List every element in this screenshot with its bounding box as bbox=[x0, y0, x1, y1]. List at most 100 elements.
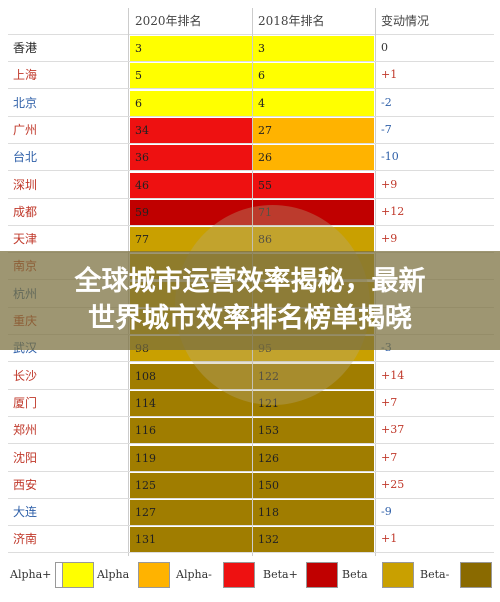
city-name: 厦门 bbox=[13, 395, 38, 410]
rank-2018-cell: 132 bbox=[253, 526, 374, 553]
rank-2018-cell: 55 bbox=[253, 171, 374, 198]
row-divider bbox=[8, 361, 494, 363]
rank-2018-cell: 71 bbox=[253, 198, 374, 225]
rank-2020-cell: 46 bbox=[130, 171, 252, 198]
row-divider bbox=[8, 525, 494, 527]
table-row: 深圳 46 55 +9 bbox=[0, 171, 500, 199]
table-row: 广州 34 27 -7 bbox=[0, 116, 500, 144]
change-cell: +1 bbox=[381, 68, 398, 82]
city-name: 沈阳 bbox=[13, 450, 38, 465]
row-divider bbox=[8, 443, 494, 445]
rank-2018-cell: 126 bbox=[253, 444, 374, 471]
legend: Alpha+ Alpha Alpha- Beta+ Beta Beta- bbox=[0, 556, 500, 602]
city-name: 天津 bbox=[13, 232, 38, 247]
legend-label: Beta- bbox=[420, 568, 450, 581]
change-cell: -9 bbox=[381, 505, 392, 519]
table-row: 济南 131 132 +1 bbox=[0, 526, 500, 554]
rank-2020-cell: 77 bbox=[130, 226, 252, 253]
change-cell: +37 bbox=[381, 423, 405, 437]
row-divider bbox=[8, 552, 494, 554]
city-name: 台北 bbox=[13, 150, 38, 165]
rank-2018-cell: 26 bbox=[253, 144, 374, 171]
rank-2020-cell: 5 bbox=[130, 62, 252, 89]
rank-2018-cell: 86 bbox=[253, 226, 374, 253]
table-row: 大连 127 118 -9 bbox=[0, 499, 500, 527]
legend-label: Alpha bbox=[97, 568, 130, 581]
table-row: 长沙 108 122 +14 bbox=[0, 362, 500, 390]
city-name: 香港 bbox=[13, 41, 38, 55]
header-rank-2020: 2020年排名 bbox=[135, 14, 202, 28]
change-cell: +7 bbox=[381, 450, 398, 464]
row-divider bbox=[8, 142, 494, 144]
row-divider bbox=[8, 170, 494, 172]
table-row: 北京 6 4 -2 bbox=[0, 89, 500, 117]
rank-2020-cell: 131 bbox=[130, 526, 252, 553]
row-divider bbox=[8, 61, 494, 62]
change-cell: +12 bbox=[381, 204, 405, 218]
title-banner: 全球城市运营效率揭秘，最新 世界城市效率排名榜单揭晓 bbox=[0, 251, 500, 350]
table-row: 西安 125 150 +25 bbox=[0, 471, 500, 499]
row-divider bbox=[8, 415, 494, 417]
row-divider bbox=[8, 388, 494, 390]
banner-title-line1: 全球城市运营效率揭秘，最新 bbox=[74, 266, 426, 297]
rank-2020-cell: 3 bbox=[130, 35, 252, 61]
legend-swatch bbox=[382, 562, 414, 588]
banner-title-line2: 世界城市效率排名榜单揭晓 bbox=[88, 303, 412, 334]
header-divider bbox=[8, 34, 494, 35]
rank-2018-cell: 153 bbox=[253, 417, 374, 444]
table-row: 成都 59 71 +12 bbox=[0, 198, 500, 226]
city-name: 北京 bbox=[13, 95, 38, 110]
rank-2020-cell: 34 bbox=[130, 116, 252, 143]
city-name: 济南 bbox=[13, 532, 38, 547]
row-divider bbox=[8, 115, 494, 117]
rank-2020-cell: 125 bbox=[130, 471, 252, 498]
rank-2020-cell: 119 bbox=[130, 444, 252, 471]
table-row: 沈阳 119 126 +7 bbox=[0, 444, 500, 472]
rank-2018-cell: 150 bbox=[253, 471, 374, 498]
row-divider bbox=[8, 497, 494, 499]
rank-2020-cell: 127 bbox=[130, 499, 252, 526]
header-change: 变动情况 bbox=[381, 14, 430, 28]
rank-2018-cell: 4 bbox=[253, 89, 374, 116]
legend-label: Alpha+ bbox=[10, 568, 52, 581]
header-rank-2018: 2018年排名 bbox=[258, 14, 325, 28]
change-cell: -2 bbox=[381, 95, 392, 109]
legend-swatch bbox=[138, 562, 170, 588]
legend-swatch bbox=[62, 562, 94, 588]
legend-swatch bbox=[223, 562, 255, 588]
rank-2018-cell: 121 bbox=[253, 389, 374, 416]
table-row: 台北 36 26 -10 bbox=[0, 144, 500, 172]
city-name: 深圳 bbox=[13, 177, 38, 192]
change-cell: 0 bbox=[381, 41, 388, 54]
rank-2020-cell: 59 bbox=[130, 198, 252, 225]
legend-swatch bbox=[306, 562, 338, 588]
city-name: 郑州 bbox=[13, 423, 38, 438]
row-divider bbox=[8, 224, 494, 226]
rank-2020-cell: 116 bbox=[130, 417, 252, 444]
rank-2020-cell: 108 bbox=[130, 362, 252, 389]
city-name: 上海 bbox=[13, 68, 38, 83]
city-name: 大连 bbox=[13, 505, 38, 520]
table-row: 香港 3 3 0 bbox=[0, 35, 500, 62]
rank-2018-cell: 122 bbox=[253, 362, 374, 389]
table-row: 郑州 116 153 +37 bbox=[0, 417, 500, 445]
legend-label: Alpha- bbox=[176, 568, 212, 581]
row-divider bbox=[8, 197, 494, 199]
row-divider bbox=[8, 470, 494, 472]
city-name: 广州 bbox=[13, 122, 38, 137]
city-name: 西安 bbox=[13, 477, 38, 492]
change-cell: -7 bbox=[381, 122, 392, 136]
row-divider bbox=[8, 88, 494, 90]
city-name: 成都 bbox=[13, 204, 38, 219]
change-cell: +7 bbox=[381, 395, 398, 409]
change-cell: +9 bbox=[381, 232, 398, 246]
change-cell: +25 bbox=[381, 477, 405, 491]
city-name: 长沙 bbox=[13, 368, 38, 383]
rank-2018-cell: 6 bbox=[253, 62, 374, 89]
legend-swatch bbox=[460, 562, 492, 588]
table-row: 天津 77 86 +9 bbox=[0, 226, 500, 254]
legend-label: Beta+ bbox=[263, 568, 298, 581]
rank-2020-cell: 36 bbox=[130, 144, 252, 171]
rank-2020-cell: 6 bbox=[130, 89, 252, 116]
table-row: 上海 5 6 +1 bbox=[0, 62, 500, 90]
